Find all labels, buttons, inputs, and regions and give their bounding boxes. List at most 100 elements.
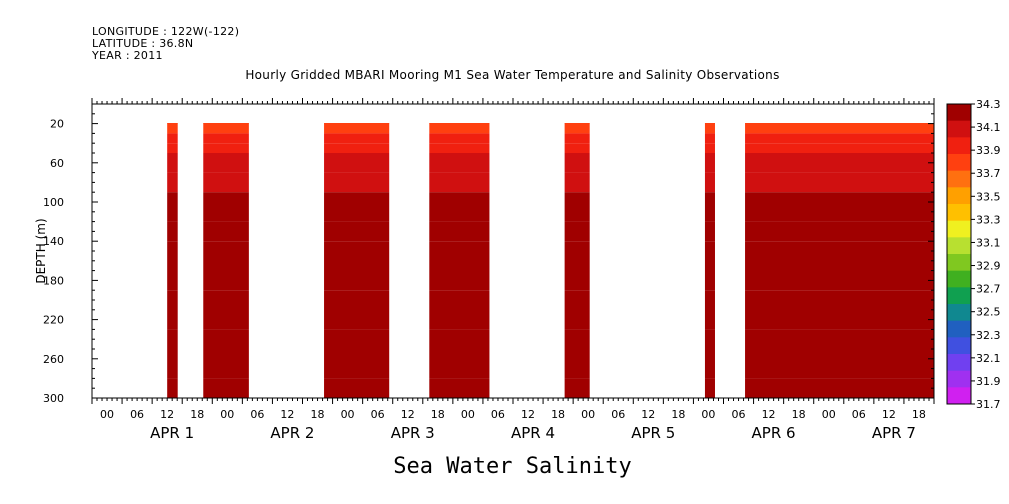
colorbar-label: 33.9 bbox=[976, 144, 1001, 157]
x-tick-label: 18 bbox=[792, 408, 806, 421]
data-cell-block-0-band-2 bbox=[167, 133, 178, 144]
data-cell-block-0-band-0 bbox=[167, 123, 178, 124]
year-label: YEAR : 2011 bbox=[92, 49, 163, 62]
colorbar-swatch bbox=[947, 387, 971, 405]
x-tick-label: 06 bbox=[852, 408, 866, 421]
colorbar-swatch bbox=[947, 220, 971, 238]
x-tick-label: 12 bbox=[401, 408, 415, 421]
data-cell-block-4-band-3 bbox=[564, 143, 590, 153]
y-tick-label: 60 bbox=[50, 157, 64, 170]
data-cell-block-4-band-0 bbox=[564, 123, 590, 124]
data-cell-block-2-band-9 bbox=[324, 290, 390, 330]
x-tick-label: 06 bbox=[130, 408, 144, 421]
data-cell-block-2-band-8 bbox=[324, 241, 390, 291]
axis-ticks: 00 06 12 18 00 06 12 18 00 06 12 18 00 06 12 18 00 06 12 18… bbox=[43, 98, 935, 442]
data-cell-block-4-band-2 bbox=[564, 133, 590, 144]
colorbar-label: 31.7 bbox=[976, 398, 1001, 411]
data-cell-block-2-band-2 bbox=[324, 133, 390, 144]
data-cell-block-0-band-4 bbox=[167, 153, 178, 173]
data-cell-block-2-band-1 bbox=[324, 123, 390, 134]
data-cell-block-3-band-5 bbox=[429, 172, 490, 193]
x-tick-label: 12 bbox=[160, 408, 174, 421]
data-cell-block-2-band-3 bbox=[324, 143, 390, 153]
data-cell-block-5-band-4 bbox=[704, 153, 715, 173]
data-cell-block-0-band-6 bbox=[167, 192, 178, 222]
colorbar-swatch bbox=[947, 254, 971, 272]
data-cell-block-5-band-11 bbox=[704, 378, 715, 398]
data-cell-block-5-band-2 bbox=[704, 133, 715, 144]
data-cell-block-2-band-4 bbox=[324, 153, 390, 173]
data-cell-block-5-band-6 bbox=[704, 192, 715, 222]
x-tick-label: 06 bbox=[250, 408, 264, 421]
data-cell-block-0-band-5 bbox=[167, 172, 178, 193]
x-tick-label: 12 bbox=[882, 408, 896, 421]
x-tick-label: 18 bbox=[311, 408, 325, 421]
data-cell-block-0-band-10 bbox=[167, 329, 178, 379]
chart-title: Hourly Gridded MBARI Mooring M1 Sea Wate… bbox=[245, 68, 780, 82]
x-tick-label: 00 bbox=[822, 408, 836, 421]
data-cell-block-3-band-0 bbox=[429, 123, 490, 124]
data-cell-block-6-band-0 bbox=[745, 123, 934, 124]
x-tick-label: 12 bbox=[762, 408, 776, 421]
colorbar: 34.3 34.1 33.9 33.7 33.5 33.3 33.1 32.9 32.7 32.5… bbox=[946, 98, 1001, 411]
data-cell-block-4-band-7 bbox=[564, 221, 590, 242]
data-cell-block-0-band-11 bbox=[167, 378, 178, 398]
data-cell-block-6-band-1 bbox=[745, 123, 934, 134]
longitude-label: LONGITUDE : 122W(-122) bbox=[92, 25, 240, 38]
data-cell-block-4-band-1 bbox=[564, 123, 590, 134]
data-cell-block-4-band-6 bbox=[564, 192, 590, 222]
data-cell-block-5-band-5 bbox=[704, 172, 715, 193]
data-cell-block-0-band-3 bbox=[167, 143, 178, 153]
colorbar-swatch bbox=[947, 337, 971, 355]
colorbar-frame bbox=[946, 103, 972, 405]
data-cell-block-0-band-8 bbox=[167, 241, 178, 291]
data-cell-block-6-band-10 bbox=[745, 329, 934, 379]
colorbar-label: 33.7 bbox=[976, 167, 1001, 180]
x-tick-label: 12 bbox=[280, 408, 294, 421]
data-cell-block-3-band-1 bbox=[429, 123, 490, 134]
data-cell-block-0-band-1 bbox=[167, 123, 178, 134]
colorbar-swatch bbox=[947, 320, 971, 338]
data-cell-block-2-band-6 bbox=[324, 192, 390, 222]
x-tick-label: 18 bbox=[671, 408, 685, 421]
data-cell-block-4-band-10 bbox=[564, 329, 590, 379]
y-tick-label: 100 bbox=[43, 196, 64, 209]
day-label: APR 1 bbox=[150, 424, 194, 442]
data-cell-block-0-band-9 bbox=[167, 290, 178, 330]
x-tick-label: 18 bbox=[912, 408, 926, 421]
data-cell-block-6-band-7 bbox=[745, 221, 934, 242]
y-tick-label: 20 bbox=[50, 118, 64, 131]
x-tick-label: 06 bbox=[371, 408, 385, 421]
data-cell-block-2-band-5 bbox=[324, 172, 390, 193]
colorbar-swatch bbox=[947, 187, 971, 205]
data-cell-block-6-band-11 bbox=[745, 378, 934, 398]
data-cell-block-5-band-7 bbox=[704, 221, 715, 242]
plot-caption: Sea Water Salinity bbox=[393, 454, 632, 479]
data-cell-block-1-band-9 bbox=[203, 290, 249, 330]
data-cell-block-3-band-10 bbox=[429, 329, 490, 379]
colorbar-label: 32.1 bbox=[976, 352, 1001, 365]
colorbar-swatch bbox=[947, 104, 971, 122]
data-cell-block-6-band-4 bbox=[745, 153, 934, 173]
data-cell-block-6-band-6 bbox=[745, 192, 934, 222]
data-cell-block-2-band-11 bbox=[324, 378, 390, 398]
colorbar-label: 32.3 bbox=[976, 329, 1001, 342]
data-cell-block-1-band-10 bbox=[203, 329, 249, 379]
x-tick-label: 00 bbox=[461, 408, 475, 421]
colorbar-swatch bbox=[947, 304, 971, 322]
data-cell-block-4-band-5 bbox=[564, 172, 590, 193]
x-tick-label: 06 bbox=[491, 408, 505, 421]
colorbar-label: 34.3 bbox=[976, 98, 1001, 111]
colorbar-label: 32.5 bbox=[976, 306, 1001, 319]
data-cell-block-3-band-8 bbox=[429, 241, 490, 291]
x-tick-label: 06 bbox=[732, 408, 746, 421]
data-cell-block-1-band-11 bbox=[203, 378, 249, 398]
data-cell-block-6-band-5 bbox=[745, 172, 934, 193]
data-cell-block-3-band-4 bbox=[429, 153, 490, 173]
data-cell-block-1-band-0 bbox=[203, 123, 249, 124]
y-tick-label: 180 bbox=[43, 274, 64, 287]
x-tick-label: 00 bbox=[220, 408, 234, 421]
day-label: APR 4 bbox=[511, 424, 555, 442]
colorbar-swatch bbox=[947, 120, 971, 138]
